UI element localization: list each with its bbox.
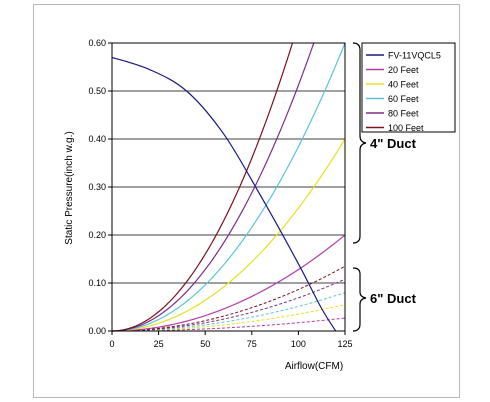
label-6in-duct: 6" Duct	[370, 291, 417, 306]
series-4in-100-feet	[111, 42, 294, 332]
legend-label: 20 Feet	[388, 65, 419, 75]
y-axis-label: Static Pressure(inch w.g.)	[64, 131, 75, 244]
legend-label: 100 Feet	[388, 123, 424, 133]
x-tick-label: 100	[291, 339, 306, 349]
y-tick-label: 0.20	[88, 230, 106, 240]
legend-label: 60 Feet	[388, 94, 419, 104]
series-4in-20-feet	[111, 234, 346, 332]
series-6in-duct-1	[111, 304, 346, 332]
x-tick-label: 75	[247, 339, 257, 349]
gridlines	[112, 90, 345, 284]
series-6in-duct-0	[112, 317, 346, 332]
series-6in-duct-2	[111, 292, 346, 332]
x-tick-label: 125	[337, 339, 352, 349]
series-4in-60-feet	[111, 42, 346, 332]
x-tick-label: 0	[109, 339, 114, 349]
brace-6in	[352, 267, 367, 332]
series-fan-curve	[111, 56, 337, 332]
series-4in-40-feet	[111, 138, 346, 332]
y-axis-ticks: 0.00 0.10 0.20 0.30 0.40 0.50 0.60	[88, 38, 112, 336]
brace-4in	[352, 42, 367, 244]
series-6in-duct-3	[111, 278, 346, 332]
y-tick-label: 0.50	[88, 86, 106, 96]
legend-label: FV-11VQCL5	[388, 51, 441, 61]
series-6in-duct-4	[111, 265, 346, 332]
x-axis-label: Airflow(CFM)	[285, 361, 343, 372]
x-tick-label: 50	[200, 339, 210, 349]
chart-curves	[111, 42, 346, 332]
x-tick-label: 25	[154, 339, 164, 349]
label-4in-duct: 4" Duct	[370, 136, 417, 151]
y-tick-label: 0.10	[88, 278, 106, 288]
duct-braces	[352, 42, 367, 332]
x-axis-ticks: 0 25 50 75 100 125	[109, 331, 353, 349]
legend-label: 40 Feet	[388, 80, 419, 90]
legend-label: 80 Feet	[388, 109, 419, 119]
legend-box	[361, 42, 456, 133]
legend: FV-11VQCL5 20 Feet 40 Feet 60 Feet 80 Feet 10…	[361, 42, 456, 133]
series-4in-80-feet	[111, 42, 315, 332]
y-tick-label: 0.40	[88, 134, 106, 144]
y-tick-label: 0.30	[88, 182, 106, 192]
y-tick-label: 0.00	[88, 326, 106, 336]
y-tick-label: 0.60	[88, 38, 106, 48]
